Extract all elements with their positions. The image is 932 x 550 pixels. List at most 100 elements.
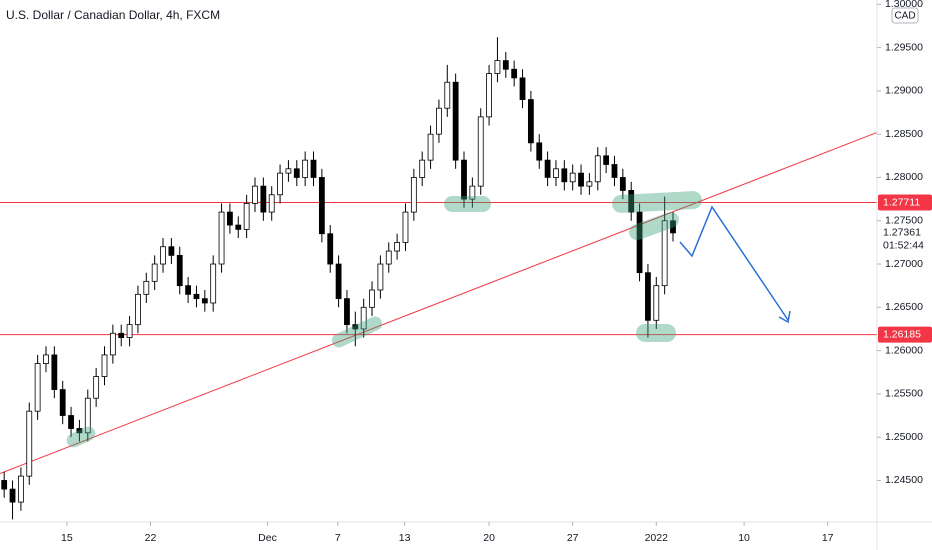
candle-body <box>335 263 342 300</box>
candle-body <box>402 211 409 243</box>
x-tick-label: 10 <box>738 532 750 544</box>
candle-body <box>143 280 150 295</box>
x-tick-label: 17 <box>822 532 834 544</box>
y-tick-label: 1.27000 <box>885 258 923 270</box>
candle-body <box>569 172 576 183</box>
candle-body <box>168 246 175 256</box>
candle-body <box>544 159 551 178</box>
candle-body <box>360 306 367 330</box>
candle-body <box>611 164 618 178</box>
candle-body <box>385 250 392 265</box>
candle-body <box>461 159 467 200</box>
candle-body <box>9 488 16 503</box>
candle-body <box>344 298 350 326</box>
candle-body <box>369 289 375 308</box>
candle-body <box>268 194 275 213</box>
candle-body <box>1 480 8 490</box>
price-label: 1.26185 <box>883 328 921 340</box>
highlight <box>629 211 679 241</box>
candle-body <box>135 293 141 326</box>
highlight <box>636 324 676 342</box>
highlight <box>444 196 491 212</box>
candle-body <box>243 203 250 230</box>
candle-body <box>477 116 484 187</box>
chart-title: U.S. Dollar / Canadian Dollar, 4h, FXCM <box>6 8 220 22</box>
trendline <box>0 131 878 474</box>
candle-body <box>76 428 83 434</box>
candle-body <box>201 298 208 304</box>
last-price-box <box>878 223 932 254</box>
candle-body <box>84 397 91 434</box>
y-tick-label: 1.24500 <box>885 474 923 486</box>
candle-body <box>553 168 559 178</box>
candle-body <box>101 354 108 377</box>
candle-body <box>160 246 166 265</box>
candle-body <box>34 363 41 412</box>
highlight <box>612 191 702 213</box>
candle-body <box>394 241 401 252</box>
candle-body <box>427 133 434 161</box>
price-label-box <box>878 326 932 343</box>
y-tick-label: 1.25000 <box>885 431 923 443</box>
candle-body <box>26 410 33 477</box>
annotations <box>66 191 702 448</box>
candle-body <box>628 190 635 213</box>
candle-body <box>661 220 668 287</box>
candle-body <box>578 172 584 187</box>
x-tick-label: 2022 <box>645 532 669 544</box>
candle-body <box>603 155 610 165</box>
candle-body <box>494 60 501 74</box>
candle-body <box>210 263 217 304</box>
y-tick-label: 1.26500 <box>885 301 923 313</box>
candle-body <box>293 168 300 178</box>
arrow-head <box>778 310 791 324</box>
candle-body <box>327 233 334 265</box>
candle-body <box>436 107 442 135</box>
candle-body <box>561 168 568 183</box>
candle-body <box>636 211 643 274</box>
x-tick-label: 20 <box>483 532 495 544</box>
projection-path <box>679 205 789 321</box>
candle-body <box>594 155 601 183</box>
candle-body <box>619 177 626 191</box>
candle-body <box>93 376 100 399</box>
candle-body <box>218 211 225 265</box>
candle-body <box>670 220 676 234</box>
y-tick-label: 1.26000 <box>885 344 923 356</box>
candle-body <box>653 285 660 321</box>
candle-body <box>352 324 359 330</box>
projection <box>679 205 791 324</box>
y-tick-label: 1.28500 <box>885 128 923 140</box>
y-tick-label: 1.29000 <box>885 85 923 97</box>
candle-body <box>59 389 66 416</box>
candle-body <box>43 354 49 364</box>
x-tick-label: 15 <box>61 532 73 544</box>
candle-body <box>185 285 192 295</box>
axes: 1.24500 1.25000 1.25500 1.26000 1.26500 1.270… <box>61 0 932 544</box>
price-label: 1.27711 <box>883 196 920 208</box>
y-tick-label: 1.29500 <box>885 41 923 53</box>
candle-body <box>519 77 526 100</box>
candle-body <box>227 211 233 226</box>
candle-body <box>126 324 133 339</box>
candle-body <box>527 99 534 144</box>
candle-body <box>318 177 325 235</box>
candle-body <box>277 172 283 196</box>
candle-body <box>469 185 476 200</box>
x-tick-label: Dec <box>258 532 277 544</box>
candle-body <box>410 177 417 213</box>
candle-body <box>502 60 509 70</box>
candle-body <box>235 224 242 230</box>
highlight <box>66 426 96 448</box>
candle-body <box>486 73 492 118</box>
currency-box <box>891 7 919 24</box>
candle-body <box>285 168 292 174</box>
y-tick-label: 1.27500 <box>885 215 923 227</box>
candle-body <box>176 254 183 287</box>
candle-body <box>536 142 543 161</box>
candle-body <box>377 263 384 291</box>
candle-body <box>51 354 58 390</box>
candle-body <box>452 81 459 161</box>
candle-body <box>193 293 200 300</box>
